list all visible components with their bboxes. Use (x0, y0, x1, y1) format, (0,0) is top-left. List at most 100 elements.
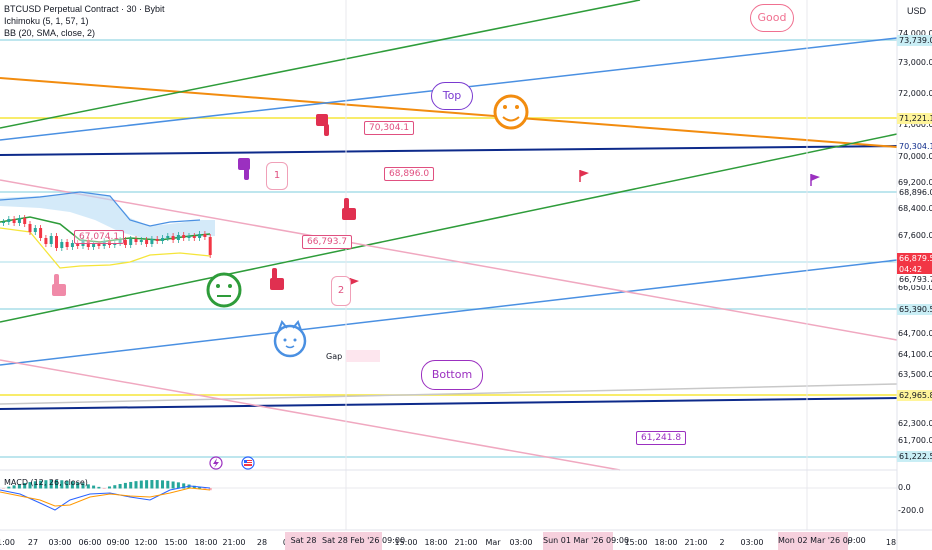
hand-pointing-up-icon[interactable] (52, 274, 66, 296)
candle-body (92, 244, 96, 247)
candle-body (44, 238, 48, 244)
candle-body (198, 234, 202, 238)
candle-body (2, 222, 5, 223)
symbol-legend[interactable]: BTCUSD Perpetual Contract · 30 · Bybit (4, 4, 165, 14)
price-tick: 62,300.0 (898, 419, 932, 428)
blue-lower-channel[interactable] (0, 259, 898, 366)
candle-body (150, 239, 154, 244)
time-tick: 2 (719, 538, 725, 547)
time-tick: 18 (885, 538, 897, 547)
time-tick: 15:00 (394, 538, 418, 547)
price-callout[interactable]: 66,793.7 (302, 235, 353, 249)
time-tick: 28 (256, 538, 268, 547)
flag-icon[interactable] (349, 278, 359, 290)
navy-support-line[interactable] (0, 397, 898, 410)
hand-pointing-down-icon[interactable] (316, 114, 329, 136)
macd-bar (123, 482, 127, 489)
hand-pointing-down-icon[interactable] (238, 158, 250, 180)
macd-line (0, 485, 211, 511)
time-highlight: Mon 02 Mar '26 09:00 (778, 532, 866, 550)
smiley-face-icon[interactable] (493, 94, 529, 130)
macd-bar (108, 486, 111, 489)
macd-bar (118, 483, 122, 489)
lightning-icon[interactable] (209, 456, 223, 470)
navy-resistance-line[interactable] (0, 145, 898, 156)
macd-bar (182, 483, 186, 489)
top-bubble[interactable]: Top (431, 82, 473, 110)
candle-body (76, 243, 80, 246)
price-tag: 65,390.5 (897, 304, 932, 315)
hand-pointing-up-icon[interactable] (342, 198, 356, 220)
macd-bar (129, 481, 133, 489)
neutral-face-icon[interactable] (206, 272, 242, 308)
macd-histogram (2, 480, 212, 491)
candle-body (129, 239, 133, 245)
candle-body (60, 242, 64, 248)
flag-icon[interactable] (810, 174, 820, 186)
bb-legend[interactable]: BB (20, SMA, close, 2) (4, 28, 96, 38)
time-tick: 21:00 (684, 538, 708, 547)
macd-bar (28, 482, 32, 489)
cat-face-icon[interactable] (273, 320, 307, 358)
macd-bar (102, 488, 106, 489)
candle-body (7, 219, 11, 222)
price-tag: 73,739.0 (897, 35, 932, 46)
macd-bar (86, 484, 90, 489)
candle-body (171, 236, 175, 240)
note-marker[interactable]: 1 (266, 162, 288, 190)
green-upper-channel[interactable] (0, 0, 641, 129)
flag-icon[interactable] (579, 170, 589, 182)
price-callout[interactable]: 70,304.1 (364, 121, 415, 135)
price-tick: 68,400.0 (898, 204, 932, 213)
time-tick: 18:00 (424, 538, 448, 547)
bottom-bubble[interactable]: Bottom (421, 360, 483, 390)
pink-lower-line[interactable] (0, 359, 621, 471)
price-tag: 68,896.0 (897, 187, 932, 198)
candle-body (155, 239, 159, 241)
price-tick: 72,000.0 (898, 89, 932, 98)
time-tick: 09:00 (106, 538, 130, 547)
macd-bar (113, 485, 117, 489)
pink-upper-line[interactable] (0, 179, 898, 341)
price-callout[interactable]: 68,896.0 (384, 167, 435, 181)
orange-trend-line[interactable] (0, 77, 898, 148)
price-callout[interactable]: 67,074.1 (74, 230, 125, 244)
candle-body (55, 236, 58, 248)
macd-bar (198, 487, 202, 489)
macd-bar (17, 484, 21, 489)
macd-tick: -200.0 (898, 506, 924, 515)
green-lower-channel[interactable] (0, 133, 898, 323)
macd-bar (134, 481, 138, 489)
good-bubble[interactable]: Good (750, 4, 794, 32)
bb-lower-line (0, 227, 211, 269)
grey-line[interactable] (0, 383, 898, 405)
macd-bar (176, 482, 180, 489)
time-tick: 15:00 (164, 538, 188, 547)
time-tick: 03:00 (509, 538, 533, 547)
macd-bar (12, 485, 16, 489)
candle-body (113, 243, 117, 245)
candlesticks[interactable] (2, 215, 212, 258)
candle-body (17, 218, 21, 223)
price-callout[interactable]: 61,241.8 (636, 431, 687, 445)
candle-body (166, 236, 170, 238)
ichimoku-legend[interactable]: Ichimoku (5, 1, 57, 1) (4, 16, 89, 26)
price-tag: 66,879.5 (897, 253, 932, 264)
hand-pointing-up-icon[interactable] (270, 268, 284, 290)
macd-bar (145, 480, 149, 489)
macd-bar (81, 483, 85, 489)
macd-legend[interactable]: MACD (12, 26, close) (4, 478, 88, 487)
candle-body (28, 224, 32, 232)
time-tick: 12:00 (134, 538, 158, 547)
price-tick: 63,500.0 (898, 370, 932, 379)
macd-bar (7, 486, 11, 489)
bb-middle-line (0, 216, 211, 243)
candle-body (139, 240, 143, 242)
price-tick: 74,000.0 (898, 29, 932, 38)
note-marker[interactable]: 2 (331, 276, 351, 306)
time-highlight: Sun 01 Mar '26 09:00 (543, 532, 629, 550)
gap-zone[interactable] (346, 350, 380, 362)
us-flag-icon[interactable] (241, 456, 255, 470)
macd-bar (155, 480, 159, 489)
